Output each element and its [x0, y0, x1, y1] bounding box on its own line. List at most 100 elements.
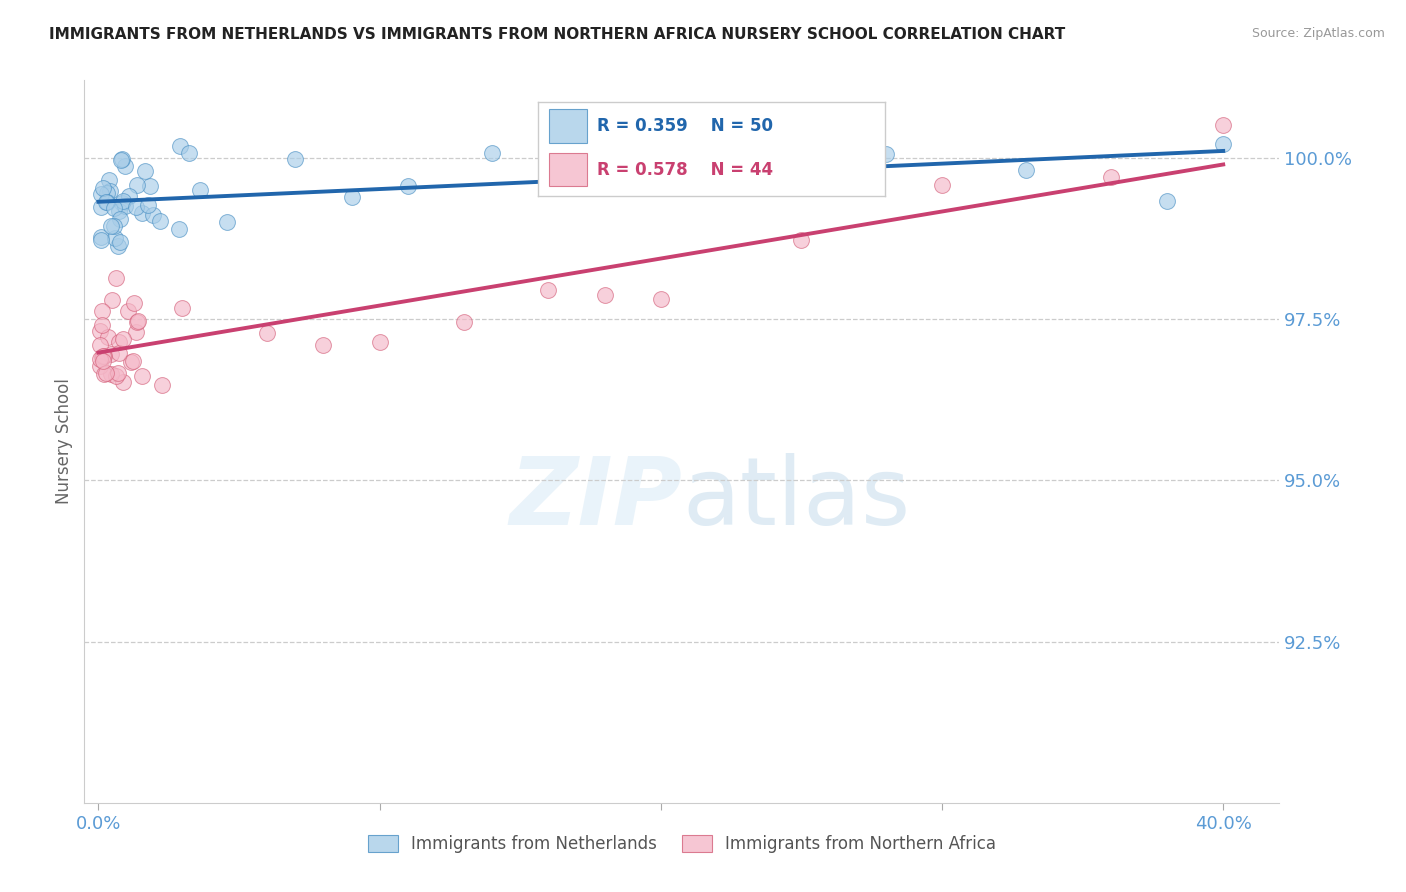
Text: Source: ZipAtlas.com: Source: ZipAtlas.com [1251, 27, 1385, 40]
Point [89, 359, 111, 373]
Point [91, 181, 114, 195]
Point [110, 211, 132, 226]
Point [91, 351, 114, 365]
Point [90, 304, 112, 318]
Point [104, 368, 127, 383]
Point [131, 206, 153, 220]
Point [149, 214, 172, 228]
Point [537, 283, 560, 297]
Point [89, 338, 111, 352]
Point [91, 349, 114, 363]
Point [90, 233, 112, 247]
Point [152, 377, 174, 392]
Point [1212, 119, 1234, 133]
Point [127, 313, 149, 327]
Point [108, 346, 131, 360]
Point [284, 152, 307, 166]
Point [101, 293, 124, 307]
Point [114, 159, 136, 173]
Text: IMMIGRANTS FROM NETHERLANDS VS IMMIGRANTS FROM NORTHERN AFRICA NURSERY SCHOOL CO: IMMIGRANTS FROM NETHERLANDS VS IMMIGRANT… [49, 27, 1066, 42]
Point [96, 186, 118, 201]
Point [90, 200, 112, 214]
Point [537, 156, 560, 170]
Point [169, 222, 191, 236]
Point [111, 195, 134, 210]
Point [217, 215, 239, 229]
Point [112, 194, 135, 208]
Point [170, 301, 193, 315]
Point [114, 199, 136, 213]
Point [117, 304, 139, 318]
Point [762, 161, 785, 175]
Point [790, 233, 813, 247]
Point [90, 318, 112, 332]
Point [107, 366, 129, 380]
Point [93, 368, 115, 382]
Point [97, 330, 120, 344]
Point [121, 354, 143, 368]
Point [138, 178, 160, 193]
Text: ZIP: ZIP [509, 453, 682, 545]
Text: atlas: atlas [682, 453, 910, 545]
Point [1212, 136, 1234, 151]
Point [94, 366, 117, 380]
Point [90, 229, 112, 244]
Point [340, 190, 363, 204]
Point [396, 178, 419, 193]
Point [134, 164, 156, 178]
Point [96, 194, 118, 209]
Point [188, 183, 211, 197]
Point [650, 177, 672, 191]
Point [100, 219, 122, 233]
Point [91, 353, 114, 368]
Point [103, 201, 125, 215]
Point [125, 178, 148, 193]
Point [125, 325, 148, 339]
Point [89, 352, 111, 367]
Point [104, 271, 127, 285]
Point [127, 315, 149, 329]
Point [142, 208, 165, 222]
Point [481, 145, 503, 160]
Point [1099, 169, 1122, 184]
Point [96, 195, 118, 210]
Point [100, 347, 122, 361]
Point [593, 288, 616, 302]
Point [136, 197, 159, 211]
Point [90, 187, 112, 202]
Point [111, 152, 134, 166]
Legend: Immigrants from Netherlands, Immigrants from Northern Africa: Immigrants from Netherlands, Immigrants … [361, 828, 1002, 860]
Point [1156, 194, 1178, 208]
Point [104, 230, 127, 244]
Point [111, 332, 134, 346]
Point [89, 325, 111, 339]
Point [169, 139, 191, 153]
Point [124, 296, 146, 310]
Point [177, 146, 200, 161]
Point [108, 235, 131, 249]
Point [312, 338, 335, 352]
Point [650, 292, 672, 306]
Point [107, 238, 129, 252]
Point [110, 153, 132, 168]
Y-axis label: Nursery School: Nursery School [55, 378, 73, 505]
Point [875, 147, 897, 161]
Point [131, 369, 153, 384]
Point [111, 376, 134, 390]
Point [368, 334, 391, 349]
Point [453, 315, 475, 329]
Point [1015, 162, 1038, 177]
Point [98, 173, 121, 187]
Point [118, 189, 141, 203]
Point [120, 354, 142, 368]
Point [931, 178, 953, 192]
Point [256, 326, 278, 341]
Point [108, 334, 131, 349]
Point [100, 368, 122, 382]
Point [565, 141, 588, 155]
Point [93, 349, 115, 363]
Point [103, 219, 125, 233]
Point [107, 203, 129, 218]
Point [125, 200, 148, 214]
Point [98, 184, 121, 198]
